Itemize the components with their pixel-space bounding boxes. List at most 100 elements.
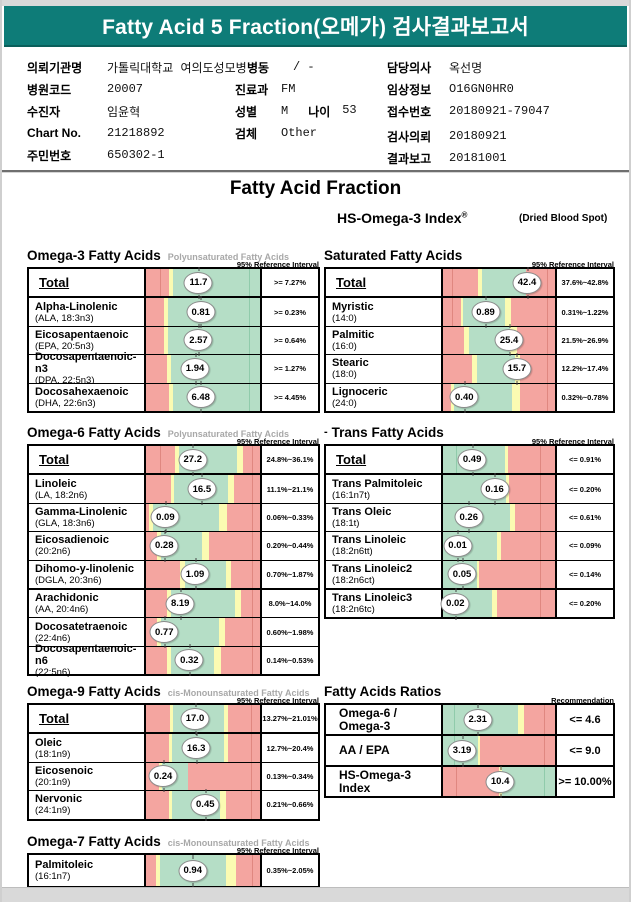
panel-trans: - Trans Fatty Acids 95% Reference Interval… bbox=[324, 424, 615, 620]
zone-segment-yellow bbox=[237, 446, 243, 474]
gauge-table: Omega-6 / Omega-3 2.31 <= 4.6 AA / EPA 3.19 <… bbox=[324, 703, 615, 798]
reference-line-mark bbox=[252, 475, 254, 503]
reference-line-mark bbox=[252, 855, 254, 886]
row-label-cell: Trans Linoleic2 (18:2n6ct) bbox=[326, 560, 443, 588]
reference-line-mark bbox=[252, 589, 254, 618]
value-bubble: 15.7 bbox=[502, 352, 532, 385]
table-row: Total 17.0 13.27%~21.01% bbox=[29, 702, 318, 735]
reference-value-cell: 0.32%~0.78% bbox=[555, 383, 613, 411]
gauge-bar: 0.81 bbox=[146, 296, 260, 329]
table-row: Eicosapentaenoic (EPA, 20:5n3) 2.57 >= 0.64… bbox=[29, 324, 318, 357]
zone-segment-red bbox=[221, 646, 260, 675]
reference-value-cell: <= 0.20% bbox=[555, 589, 613, 618]
zone-segment-red bbox=[146, 355, 167, 383]
reference-value-cell: >= 1.27% bbox=[260, 355, 318, 383]
reference-interval-header: 95% Reference Interval bbox=[531, 260, 614, 269]
zone-segment-red bbox=[146, 734, 169, 762]
table-row: Trans Palmitoleic (16:1n7t) 0.16 <= 0.20% bbox=[326, 473, 613, 506]
reference-line-mark bbox=[543, 736, 545, 765]
patient-info-col2: 병동 / - 진료과 FM 성별 M 나이 53 검체 Other bbox=[235, 56, 357, 144]
panel-subtitle: cis-Monounsaturated Fatty Acids bbox=[167, 838, 310, 848]
row-label-cell: Alpha-Linolenic (ALA, 18:3n3) bbox=[29, 298, 146, 326]
zone-segment-yellow bbox=[510, 503, 515, 532]
gauge-table: Palmitoleic (16:1n7) 0.94 0.35%~2.05% bbox=[27, 853, 320, 888]
patient-field-label: 임상정보 bbox=[387, 82, 432, 97]
reference-value-cell: >= 4.45% bbox=[260, 383, 318, 411]
gauge-bar: 0.40 bbox=[443, 381, 555, 414]
patient-field-label: 검체 bbox=[235, 126, 258, 141]
row-label-cell: Dihomo-y-linolenic (DGLA, 20:3n6) bbox=[29, 560, 146, 588]
value-bubble: 16.5 bbox=[187, 473, 217, 506]
table-row: Docosapentaenoic-n6 (22:5n6) 0.32 0.14%~0.5… bbox=[29, 642, 318, 678]
patient-field-label: 결과보고 bbox=[387, 151, 432, 166]
panel-header: - Trans Fatty Acids 95% Reference Interval bbox=[324, 424, 615, 446]
gauge-bar: 0.16 bbox=[443, 473, 555, 506]
gauge-bar: 0.26 bbox=[443, 501, 555, 534]
row-name: Dihomo-y-linolenic bbox=[35, 562, 134, 575]
row-label-cell: Arachidonic (AA, 20:4n6) bbox=[29, 589, 146, 618]
section-title: Fatty Acid Fraction bbox=[229, 178, 402, 199]
value-bubble: 0.05 bbox=[447, 558, 477, 591]
zone-segment-yellow bbox=[168, 734, 173, 762]
patient-field-label: 성별 bbox=[235, 104, 258, 119]
row-name: Oleic bbox=[35, 736, 62, 749]
zone-segment-red bbox=[443, 269, 478, 297]
row-name: Nervonic bbox=[35, 793, 83, 806]
row-name: Myristic bbox=[332, 300, 374, 313]
zone-segment-red bbox=[443, 383, 451, 411]
zone-segment-red bbox=[146, 503, 150, 532]
reference-value-cell: 0.31%~1.22% bbox=[555, 298, 613, 326]
panel-ratios: Fatty Acids Ratios Recommendation Omega-6 … bbox=[324, 683, 615, 798]
table-row: Total 0.49 <= 0.91% bbox=[326, 443, 613, 476]
patient-field: 나이 53 bbox=[308, 103, 356, 120]
zone-segment-yellow bbox=[214, 646, 222, 675]
value-bubble: 0.40 bbox=[449, 381, 479, 414]
value-bubble: 0.01 bbox=[443, 529, 473, 562]
reference-line-mark bbox=[250, 734, 252, 762]
patient-field-value: 21218892 bbox=[107, 126, 165, 140]
panel-header: Saturated Fatty Acids 95% Reference Inter… bbox=[324, 247, 615, 269]
gauge-bar: 0.24 bbox=[146, 760, 260, 793]
zone-segment-yellow bbox=[164, 326, 168, 355]
reference-value-cell: <= 0.20% bbox=[555, 475, 613, 503]
row-label-cell: Total bbox=[29, 705, 146, 733]
reference-interval-header: 95% Reference Interval bbox=[531, 437, 614, 446]
zone-segment-red bbox=[226, 503, 260, 532]
reference-interval-header: 95% Reference Interval bbox=[236, 696, 319, 705]
row-name-total: Total bbox=[39, 452, 70, 468]
patient-info-col3: 담당의사 옥선명 임상정보 O16GN0HR0 접수번호 20180921-79047 검사… bbox=[387, 56, 550, 169]
reference-line-mark bbox=[252, 646, 254, 675]
panel-title: - Trans Fatty Acids bbox=[324, 425, 444, 440]
reference-value-cell: 8.0%~14.0% bbox=[260, 589, 318, 618]
zone-segment-red bbox=[146, 646, 167, 675]
value-bubble: 16.3 bbox=[181, 732, 211, 765]
reference-value-cell: <= 0.91% bbox=[555, 446, 613, 474]
panel-omega6: Omega-6 Fatty Acids Polyunsaturated Fatty… bbox=[27, 424, 320, 678]
zone-segment-red bbox=[233, 475, 260, 503]
zone-segment-red bbox=[478, 560, 555, 588]
reference-line-mark bbox=[547, 269, 549, 297]
patient-row: 진료과 FM bbox=[235, 78, 357, 100]
table-row: Trans Oleic (18:1t) 0.26 <= 0.61% bbox=[326, 501, 613, 534]
reference-value-cell: <= 0.61% bbox=[555, 503, 613, 532]
zone-segment-red bbox=[514, 503, 555, 532]
value-bubble: 0.09 bbox=[150, 501, 180, 534]
patient-row: 검사의뢰 20180921 bbox=[387, 125, 550, 147]
reference-value-cell: >= 7.27% bbox=[260, 269, 318, 297]
patient-field-label: 접수번호 bbox=[387, 104, 432, 119]
row-label-cell: Gamma-Linolenic (GLA, 18:3n6) bbox=[29, 503, 146, 532]
value-bubble: 0.02 bbox=[440, 587, 470, 620]
reference-interval-header: 95% Reference Interval bbox=[236, 260, 319, 269]
zone-segment-yellow bbox=[504, 446, 508, 474]
row-name: Gamma-Linolenic bbox=[35, 505, 128, 518]
zone-segment-yellow bbox=[218, 618, 225, 646]
reference-value-cell: 24.8%~36.1% bbox=[260, 446, 318, 474]
row-name: Palmitoleic bbox=[35, 859, 94, 871]
reference-line-mark bbox=[543, 705, 545, 734]
gauge-bar: 0.89 bbox=[443, 296, 555, 329]
row-name: Docosapentaenoic-n6 bbox=[35, 642, 137, 667]
reference-line-mark bbox=[250, 705, 252, 733]
row-name: Stearic bbox=[332, 357, 369, 370]
gauge-bar: 25.4 bbox=[443, 324, 555, 357]
row-label-cell: Docosatetraenoic (22:4n6) bbox=[29, 618, 146, 646]
